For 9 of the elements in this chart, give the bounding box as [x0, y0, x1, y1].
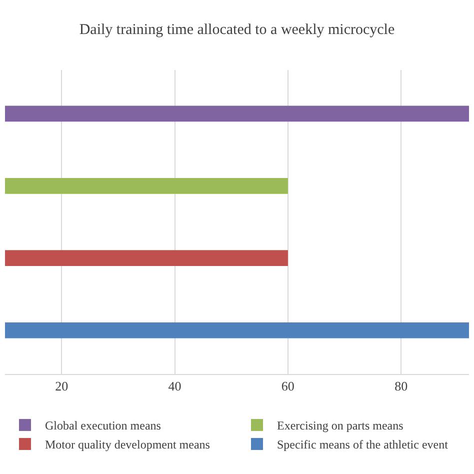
x-tick-label: 20: [55, 378, 68, 394]
legend-label: Exercising on parts means: [277, 418, 404, 433]
chart-title: Daily training time allocated to a weekly microcycle: [79, 22, 395, 38]
x-tick-label: 60: [281, 378, 294, 394]
legend-label: Global execution means: [45, 418, 162, 433]
x-tick-label: 80: [394, 378, 408, 394]
x-tick-label: 40: [168, 378, 182, 394]
legend-label: Specific means of the athletic event: [277, 438, 449, 452]
legend-label: Motor quality development means: [45, 438, 210, 452]
